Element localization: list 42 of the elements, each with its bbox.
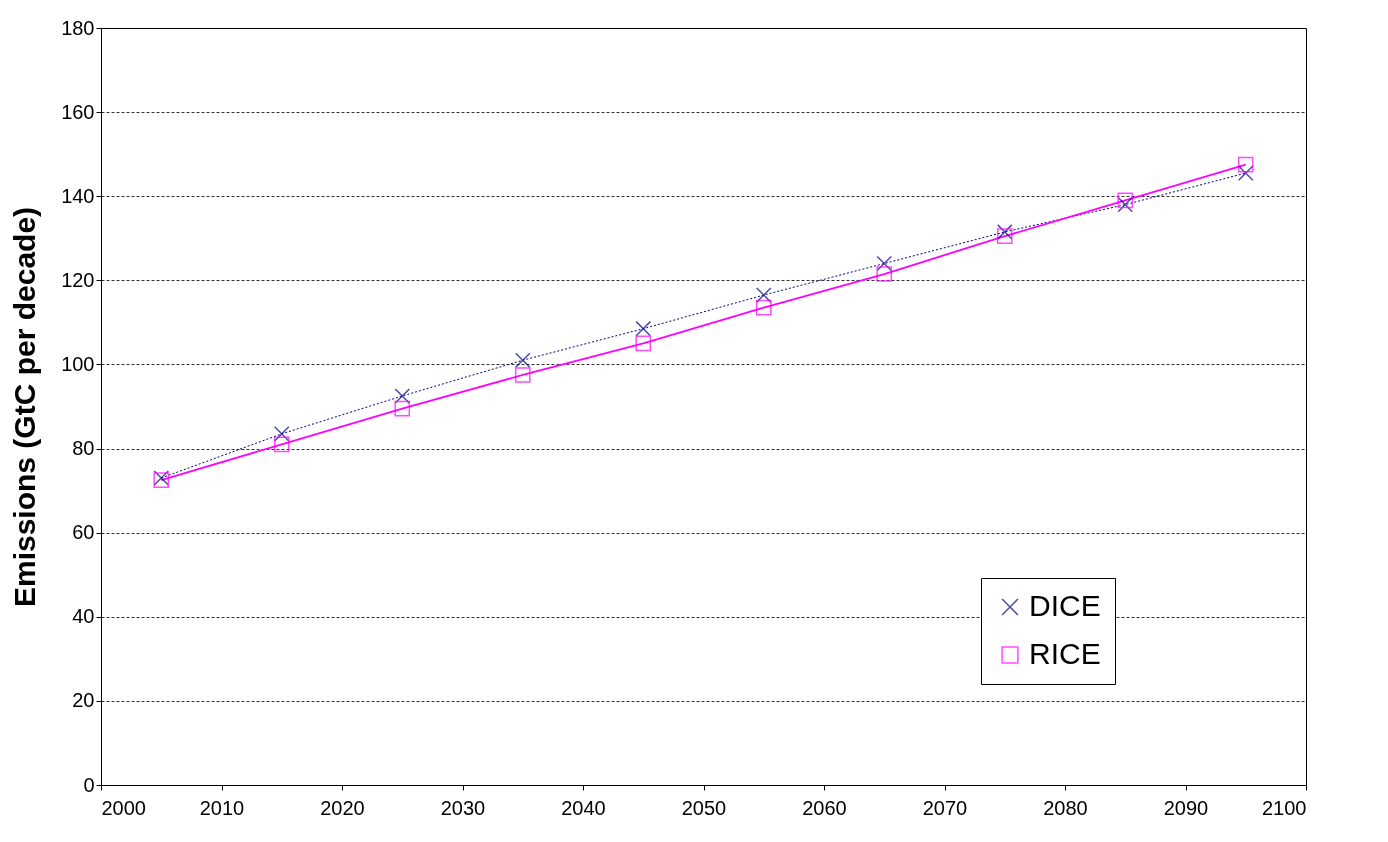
y-tick-label: 80 xyxy=(72,437,95,460)
y-tick-label: 180 xyxy=(61,16,95,39)
y-tick-label: 60 xyxy=(72,521,95,544)
x-tick-label: 2040 xyxy=(561,796,606,819)
y-tick-label: 140 xyxy=(61,184,95,207)
point xyxy=(996,228,1013,244)
x-tick-label: 2100 xyxy=(1262,796,1307,819)
x-tick-label: 2030 xyxy=(440,796,486,819)
y-axis-title: Emissions (GtC per decade) xyxy=(8,206,42,608)
y-tick-label: 40 xyxy=(72,605,95,628)
legend-label: DICE xyxy=(1029,589,1101,622)
point xyxy=(273,426,290,442)
legend-label: RICE xyxy=(1029,637,1101,670)
point xyxy=(394,400,411,417)
point xyxy=(876,266,893,282)
point xyxy=(1237,165,1254,181)
y-tick-label: 120 xyxy=(61,268,95,291)
y-tick-label: 20 xyxy=(72,689,95,712)
point xyxy=(1117,192,1134,209)
y-tick-label: 100 xyxy=(61,352,95,375)
x-tick-label: 2050 xyxy=(681,796,727,819)
x-tick-label: 2010 xyxy=(199,796,245,819)
point xyxy=(755,287,772,303)
y-tick-label: 0 xyxy=(83,773,95,796)
point xyxy=(273,436,290,453)
point xyxy=(635,320,652,337)
point xyxy=(635,335,652,352)
point xyxy=(514,352,531,369)
point xyxy=(1237,156,1254,173)
x-tick-label: 2090 xyxy=(1163,796,1209,819)
x-tick-label: 2020 xyxy=(320,796,365,819)
y-tick-label: 160 xyxy=(61,100,95,123)
x-tick-label: 2000 xyxy=(101,796,146,819)
point xyxy=(1117,196,1134,213)
point xyxy=(996,224,1013,240)
point xyxy=(394,388,411,404)
x-tick-label: 2060 xyxy=(802,796,847,819)
x-tick-label: 2070 xyxy=(922,796,968,819)
x-tick-label: 2080 xyxy=(1043,796,1088,819)
point xyxy=(876,255,893,272)
point xyxy=(755,299,772,316)
point xyxy=(514,367,531,383)
